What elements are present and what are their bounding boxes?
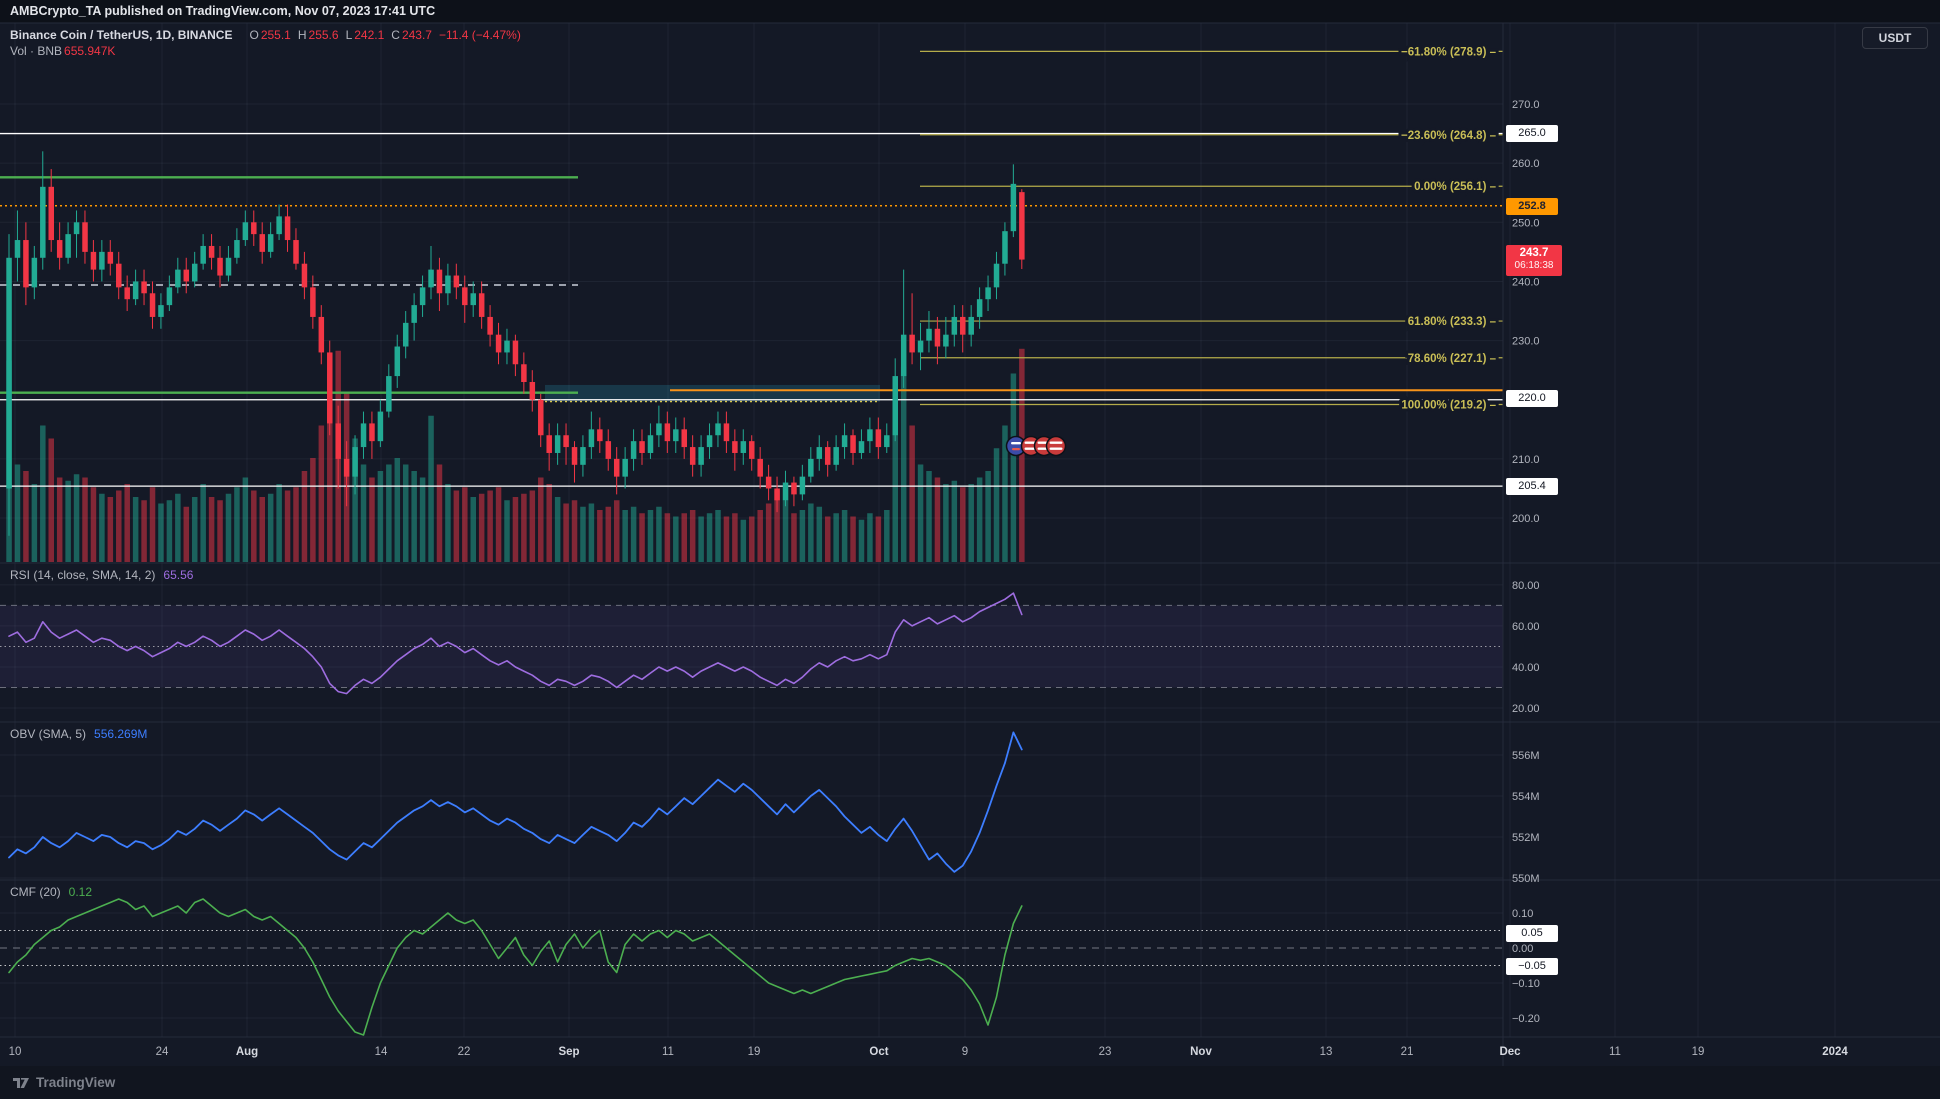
obv-line	[8, 731, 1023, 873]
svg-text:19: 19	[1692, 1046, 1705, 1058]
time-axis[interactable]: 10 24 Aug 14 22 Sep 11 19 Oct 9 23 Nov 13 21 Dec 11 19 20…	[9, 1046, 1849, 1058]
rsi-label: RSI (14, close, SMA, 14, 2)	[10, 568, 156, 582]
svg-text:240.0: 240.0	[1512, 276, 1540, 288]
rsi-legend-row[interactable]: RSI (14, close, SMA, 14, 2) 65.56	[10, 568, 193, 582]
cmf-guide-label-neg[interactable]: −0.05	[1506, 958, 1558, 975]
last-price-value: 243.7	[1519, 247, 1549, 259]
svg-text:554M: 554M	[1512, 791, 1540, 803]
svg-text:80.00: 80.00	[1512, 580, 1540, 592]
currency-button[interactable]: USDT	[1862, 27, 1928, 49]
close-value: 243.7	[401, 28, 432, 42]
svg-text:14: 14	[375, 1046, 388, 1058]
svg-text:2024: 2024	[1822, 1046, 1848, 1058]
cmf-legend-row[interactable]: CMF (20) 0.12	[10, 885, 92, 899]
obv-label: OBV (SMA, 5)	[10, 727, 87, 741]
open-value: 255.1	[260, 28, 291, 42]
low-label: L	[345, 28, 353, 42]
footer-bar: TradingView	[0, 1066, 1940, 1099]
svg-text:13: 13	[1320, 1046, 1333, 1058]
alert-price-label-252.8[interactable]: 252.8	[1506, 198, 1558, 215]
symbol-title[interactable]: Binance Coin / TetherUS, 1D, BINANCE	[10, 28, 233, 42]
grid-lines	[0, 23, 1836, 1037]
cmf-guide-label-pos[interactable]: 0.05	[1506, 925, 1558, 942]
pane-separators	[0, 22, 1940, 1066]
svg-text:−0.10: −0.10	[1512, 978, 1540, 990]
svg-text:22: 22	[458, 1046, 471, 1058]
svg-text:9: 9	[962, 1046, 968, 1058]
svg-text:60.00: 60.00	[1512, 621, 1540, 633]
close-label: C	[391, 28, 400, 42]
price-label-265[interactable]: 265.0	[1506, 125, 1558, 142]
rsi-band	[0, 604, 1503, 688]
emoji-stickers	[1005, 435, 1067, 457]
rsi-value: 65.56	[163, 568, 194, 582]
svg-text:550M: 550M	[1512, 873, 1540, 885]
candles[interactable]	[6, 151, 1025, 536]
obv-legend-row[interactable]: OBV (SMA, 5) 556.269M	[10, 727, 147, 741]
fib-retracement-lines[interactable]	[920, 50, 1503, 406]
publish-bar: AMBCrypto_TA published on TradingView.co…	[0, 0, 1940, 23]
svg-text:200.0: 200.0	[1512, 513, 1540, 525]
svg-text:10: 10	[9, 1046, 22, 1058]
svg-text:250.0: 250.0	[1512, 217, 1540, 229]
price-axis[interactable]: 270.0 260.0 250.0 240.0 230.0 210.0 200.0 80.00…	[1512, 99, 1540, 1025]
svg-text:0.10: 0.10	[1512, 908, 1533, 920]
rsi-line	[8, 592, 1023, 695]
cmf-guides	[0, 930, 1503, 966]
low-value: 242.1	[354, 28, 385, 42]
svg-text:21: 21	[1401, 1046, 1414, 1058]
high-value: 255.6	[308, 28, 339, 42]
svg-text:61.80% (233.3) –: 61.80% (233.3) –	[1408, 316, 1497, 328]
svg-text:20.00: 20.00	[1512, 703, 1540, 715]
price-label-205.4[interactable]: 205.4	[1506, 478, 1558, 495]
svg-text:11: 11	[1609, 1046, 1621, 1058]
svg-text:0.00: 0.00	[1512, 943, 1533, 955]
svg-text:23: 23	[1099, 1046, 1112, 1058]
price-label-220[interactable]: 220.0	[1506, 390, 1558, 407]
tradingview-logo-icon[interactable]	[12, 1075, 30, 1091]
volume-label: Vol · BNB	[10, 44, 63, 58]
bar-countdown: 06:18:38	[1514, 260, 1554, 271]
svg-text:260.0: 260.0	[1512, 158, 1540, 170]
cmf-value: 0.12	[68, 885, 93, 899]
cmf-line	[8, 898, 1023, 1036]
svg-text:270.0: 270.0	[1512, 99, 1540, 111]
svg-text:210.0: 210.0	[1512, 454, 1540, 466]
svg-text:0.00% (256.1) –: 0.00% (256.1) –	[1414, 181, 1496, 193]
open-label: O	[249, 28, 259, 42]
svg-text:24: 24	[156, 1046, 169, 1058]
obv-value: 556.269M	[94, 727, 148, 741]
svg-text:−61.80% (278.9) –: −61.80% (278.9) –	[1401, 46, 1497, 58]
svg-text:−0.20: −0.20	[1512, 1013, 1540, 1025]
high-label: H	[297, 28, 307, 42]
publish-text: AMBCrypto_TA published on TradingView.co…	[10, 4, 436, 18]
volume-legend-row[interactable]: Vol · BNB 655.947K	[10, 44, 115, 58]
tradingview-logo-text[interactable]: TradingView	[36, 1075, 116, 1090]
volume-value: 655.947K	[64, 44, 116, 58]
change-value: −11.4 (−4.47%)	[438, 28, 521, 42]
last-price-label[interactable]: 243.7 06:18:38	[1506, 245, 1562, 276]
svg-text:−23.60% (264.8) –: −23.60% (264.8) –	[1401, 130, 1497, 142]
svg-text:Aug: Aug	[236, 1046, 258, 1058]
svg-text:Oct: Oct	[869, 1046, 888, 1058]
svg-text:230.0: 230.0	[1512, 336, 1540, 348]
svg-text:19: 19	[748, 1046, 761, 1058]
svg-text:40.00: 40.00	[1512, 662, 1540, 674]
volume-bars	[6, 348, 1025, 562]
cmf-label: CMF (20)	[10, 885, 61, 899]
svg-text:11: 11	[662, 1046, 674, 1058]
svg-text:100.00% (219.2) –: 100.00% (219.2) –	[1401, 399, 1496, 411]
svg-text:556M: 556M	[1512, 750, 1540, 762]
fib-labels: −61.80% (278.9) – −23.60% (264.8) – 0.00% …	[1398, 43, 1500, 414]
svg-text:552M: 552M	[1512, 832, 1540, 844]
svg-text:Dec: Dec	[1499, 1046, 1521, 1058]
svg-text:78.60% (227.1) –: 78.60% (227.1) –	[1408, 353, 1497, 365]
svg-text:Sep: Sep	[558, 1046, 579, 1058]
svg-text:Nov: Nov	[1190, 1046, 1212, 1058]
symbol-legend-row[interactable]: Binance Coin / TetherUS, 1D, BINANCE O 255…	[10, 28, 521, 42]
